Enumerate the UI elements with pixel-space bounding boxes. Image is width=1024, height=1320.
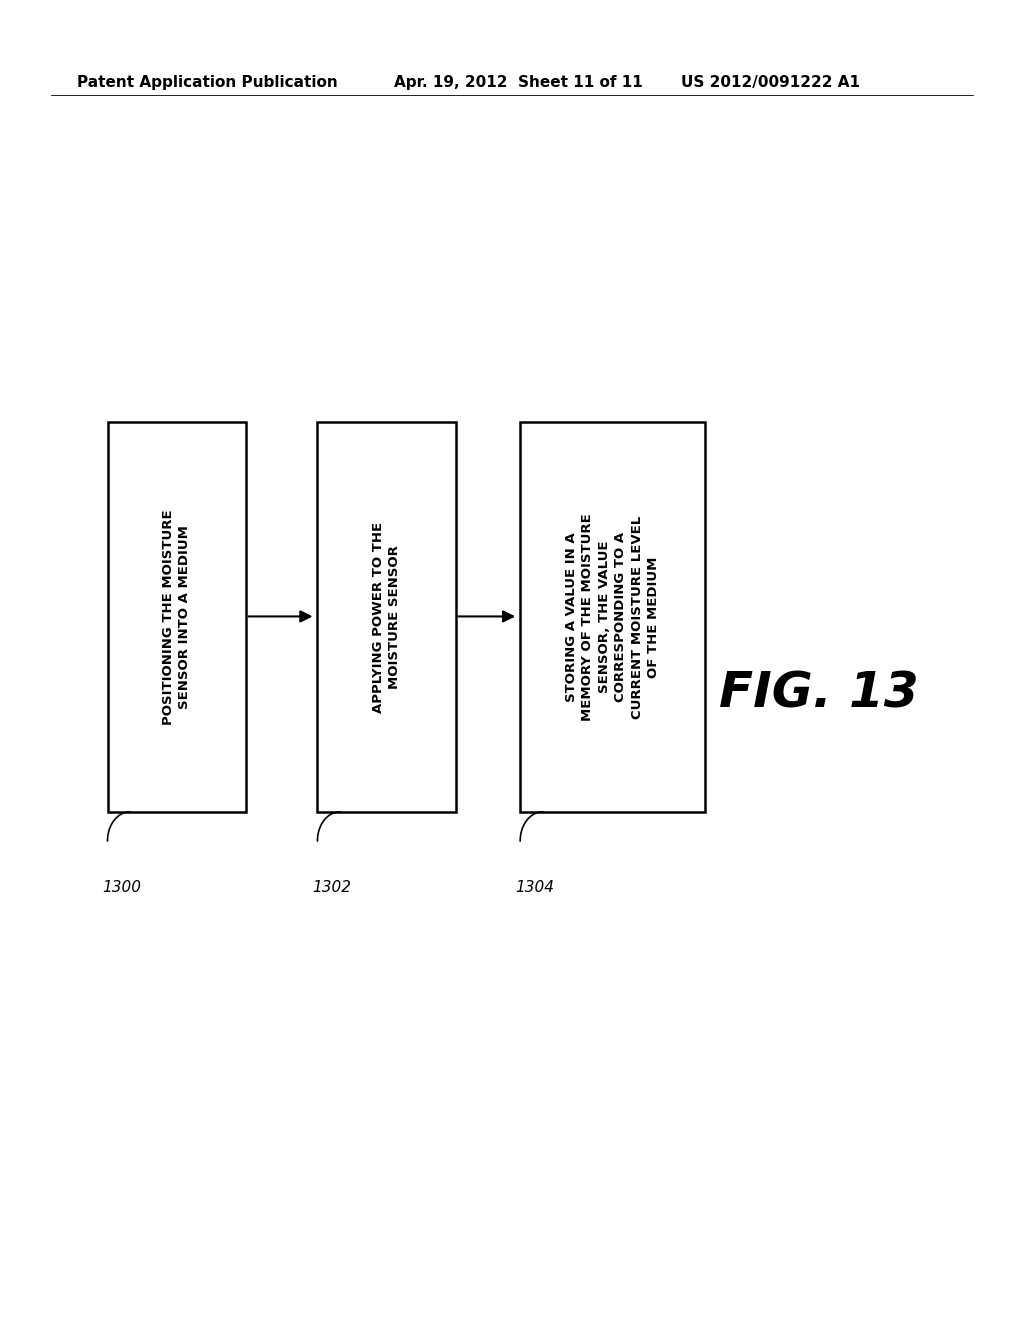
Text: 1300: 1300 xyxy=(102,880,141,895)
Bar xyxy=(317,422,456,812)
Text: Apr. 19, 2012  Sheet 11 of 11: Apr. 19, 2012 Sheet 11 of 11 xyxy=(394,74,643,90)
Text: Patent Application Publication: Patent Application Publication xyxy=(77,74,338,90)
Text: APPLYING POWER TO THE
MOISTURE SENSOR: APPLYING POWER TO THE MOISTURE SENSOR xyxy=(372,521,401,713)
Text: STORING A VALUE IN A
MEMORY OF THE MOISTURE
SENSOR, THE VALUE
CORRESPONDING TO A: STORING A VALUE IN A MEMORY OF THE MOIST… xyxy=(564,513,660,721)
Text: 1302: 1302 xyxy=(312,880,351,895)
Bar xyxy=(520,422,705,812)
Text: US 2012/0091222 A1: US 2012/0091222 A1 xyxy=(681,74,860,90)
Bar xyxy=(108,422,246,812)
Text: FIG. 13: FIG. 13 xyxy=(720,669,919,717)
Text: POSITIONING THE MOISTURE
SENSOR INTO A MEDIUM: POSITIONING THE MOISTURE SENSOR INTO A M… xyxy=(162,510,191,725)
Text: 1304: 1304 xyxy=(515,880,554,895)
